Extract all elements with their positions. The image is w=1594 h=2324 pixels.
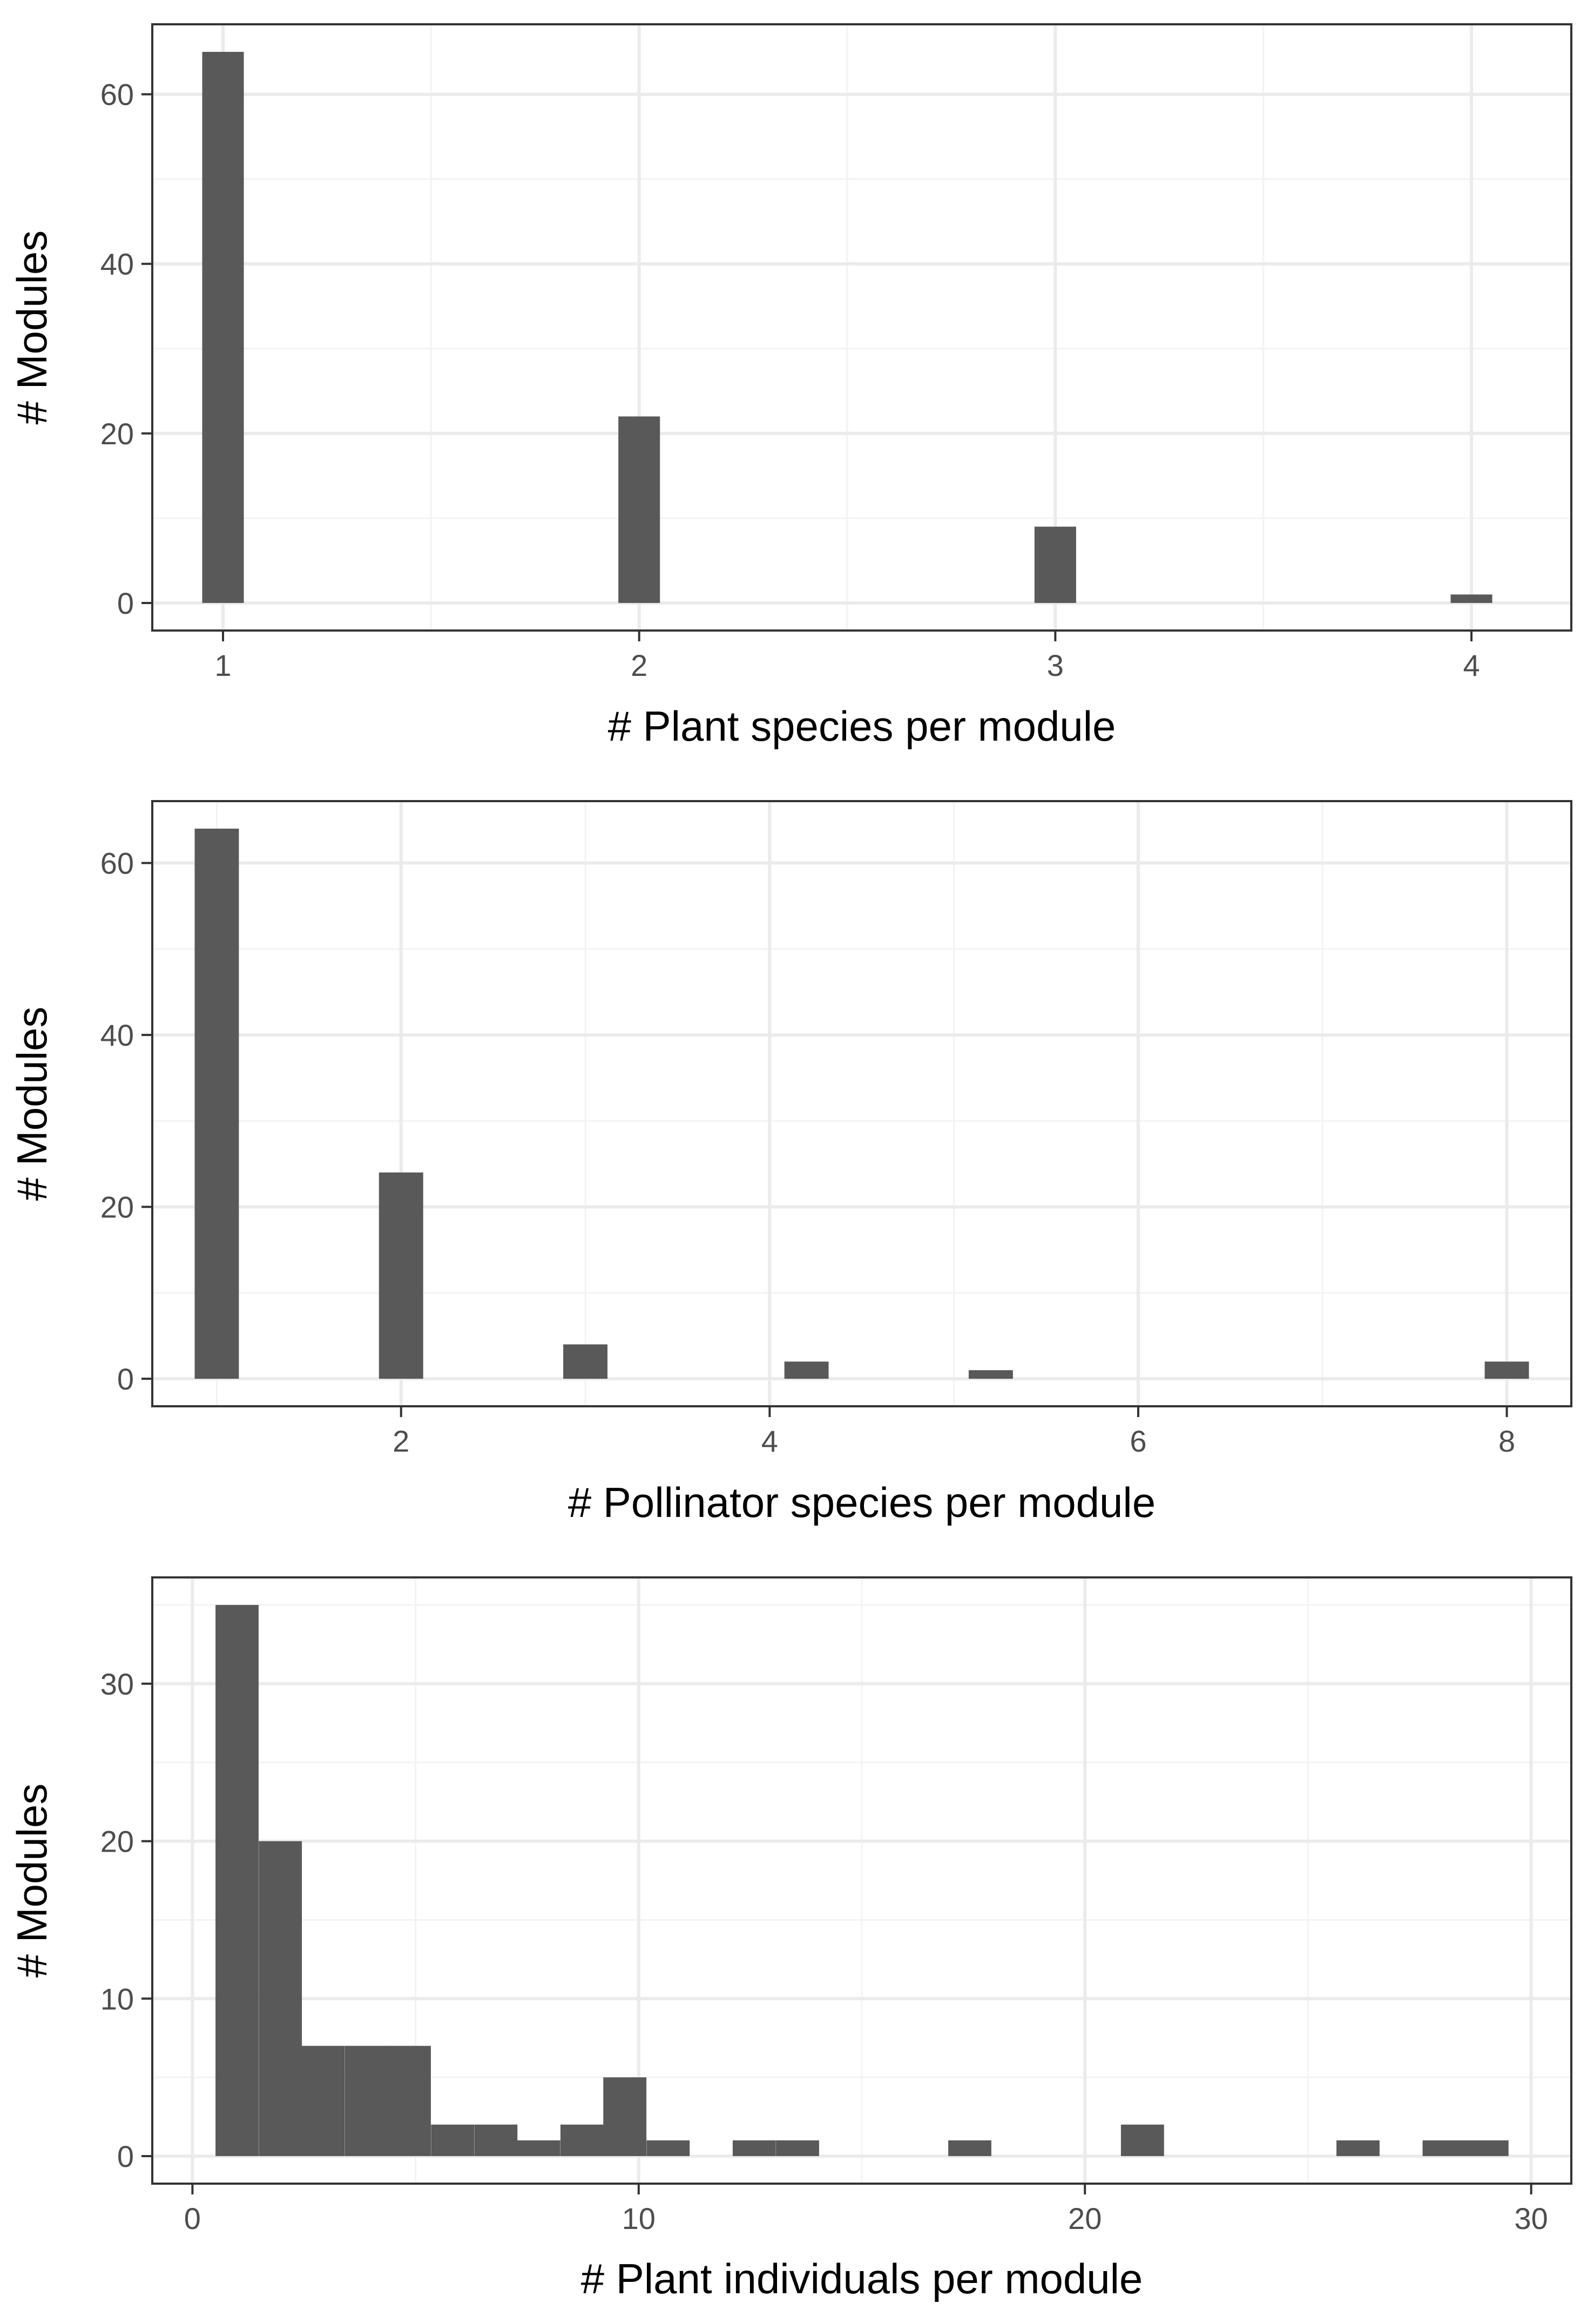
y-axis-title: # Modules [8,1007,56,1201]
y-tick-label: 30 [100,1667,134,1701]
x-axis-title: # Plant species per module [608,702,1116,750]
y-tick-label: 20 [100,1190,134,1224]
x-tick-label: 0 [184,2201,201,2235]
y-tick-label: 60 [100,846,134,880]
histogram-bar [345,2045,388,2156]
histogram-bar [784,1361,829,1379]
panel-border [151,800,1572,1407]
chart-panel-2: 2 4 6 8 0 20 40 60 # Pollinator species per modu… [8,800,1572,1526]
histogram-bar [194,828,239,1379]
histogram-bar [618,416,660,603]
x-tick-label: 4 [1463,648,1480,682]
histogram-bar [1465,2140,1509,2156]
x-tick-label: 2 [631,648,647,682]
y-tick-label: 60 [100,78,134,112]
x-tick-label: 6 [1130,1424,1146,1458]
y-tick-label: 10 [100,1982,134,2016]
histogram-bar [732,2140,776,2156]
y-tick-label: 40 [100,1018,134,1052]
histogram-bar [379,1172,423,1379]
x-tick-label: 8 [1498,1424,1515,1458]
y-axis-title: # Modules [8,1784,56,1978]
chart-panel-3: 0 10 20 30 0 10 20 30 # Plant individuals per mo… [8,1576,1572,2302]
x-axis-title: # Plant individuals per module [581,2255,1143,2302]
y-tick-label: 0 [117,1362,134,1396]
histogram-bar [968,1370,1013,1379]
histogram-bar [1034,526,1076,603]
histogram-bar [1336,2140,1380,2156]
histogram-bar [259,1841,302,2156]
histogram-bar [1422,2140,1466,2156]
histogram-bar [431,2124,475,2156]
y-tick-label: 20 [100,417,134,451]
y-tick-label: 40 [100,247,134,281]
y-tick-label: 0 [117,586,134,620]
plot-area [152,24,1571,631]
x-tick-label: 1 [214,648,231,682]
histogram-bar [517,2140,560,2156]
histogram-bar [1484,1361,1529,1379]
panel-border [151,1576,1572,2185]
panel-border [151,23,1572,632]
histogram-bar [388,2045,431,2156]
x-tick-label: 2 [393,1424,409,1458]
histogram-bar [301,2045,345,2156]
histogram-bar [474,2124,518,2156]
histogram-bar [202,52,244,603]
histogram-bar [646,2140,690,2156]
histogram-bar [776,2140,819,2156]
x-tick-label: 4 [761,1424,778,1458]
x-tick-label: 3 [1047,648,1064,682]
y-tick-label: 0 [117,2139,134,2173]
plot-area [152,801,1571,1406]
histogram-bar [560,2124,604,2156]
x-axis-title: # Pollinator species per module [568,1479,1156,1526]
x-tick-label: 10 [622,2201,656,2235]
histogram-bar [948,2140,991,2156]
histogram-bar [603,2077,647,2156]
histogram-bar [1450,594,1492,603]
histogram-bar [215,1605,259,2156]
y-axis-title: # Modules [8,231,56,425]
y-tick-label: 20 [100,1825,134,1859]
histogram-bar [563,1344,608,1379]
x-tick-label: 30 [1514,2201,1548,2235]
histogram-bar [1120,2124,1164,2156]
x-tick-label: 20 [1068,2201,1102,2235]
